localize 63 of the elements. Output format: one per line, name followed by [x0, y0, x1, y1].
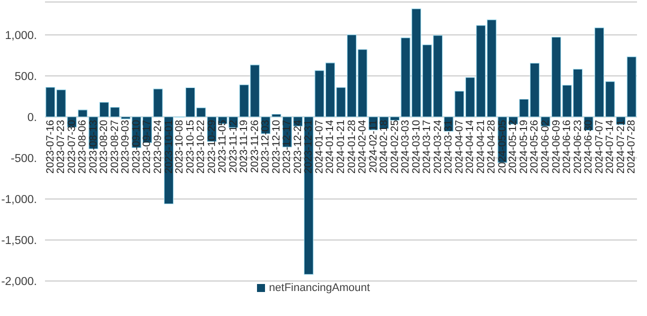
- x-tick-label: 2023-12-24: [292, 120, 304, 174]
- x-tick-label: 2024-01-07: [313, 120, 326, 174]
- x-tick-label: 2024-07-14: [604, 120, 616, 174]
- x-tick-label: 2024-07-07: [593, 120, 606, 174]
- x-tick-label: 2023-11-05: [216, 120, 229, 173]
- x-tick-label: 2024-06-23: [572, 120, 584, 174]
- x-tick-label: 2024-04-07: [453, 120, 466, 174]
- x-tick-label: 2023-10-08: [174, 120, 186, 174]
- x-tick-label: 2023-10-01: [162, 120, 175, 174]
- x-tick-label: 2023-08-06: [76, 120, 89, 174]
- x-tick-label: 2024-04-21: [474, 120, 487, 174]
- x-tick-label: 2024-01-21: [335, 120, 347, 174]
- x-tick-label: 2024-07-21: [614, 120, 627, 174]
- x-tick-label: 2023-11-12: [227, 120, 240, 173]
- y-tick-label: 1,000.: [5, 30, 37, 42]
- x-tick-label: 2024-06-09: [550, 120, 562, 174]
- x-tick-label: 2023-11-26: [248, 120, 261, 173]
- x-tick-label: 2024-01-14: [324, 120, 336, 174]
- x-tick-label: 2024-04-14: [464, 120, 476, 174]
- x-tick-label: 2024-05-26: [528, 120, 541, 174]
- x-tick-label: 2023-09-17: [141, 120, 154, 174]
- x-tick-label: 2023-07-23: [55, 120, 68, 174]
- x-tick-label: 2023-12-31: [302, 120, 315, 174]
- x-tick-label: 2023-12-10: [270, 120, 282, 174]
- x-tick-label: 2023-10-29: [206, 120, 218, 174]
- x-tick-label: 2023-08-20: [98, 120, 110, 174]
- y-tick-label: 500.: [14, 70, 37, 83]
- x-tick-label: 2024-02-11: [367, 120, 380, 173]
- x-tick-label: 2023-08-27: [108, 120, 121, 174]
- x-tick-label: 2023-07-16: [44, 120, 56, 174]
- x-tick-label: 2024-06-30: [582, 120, 595, 174]
- y-tick-label: 0.: [27, 112, 37, 124]
- x-tick-label: 2024-05-19: [518, 120, 530, 174]
- x-tick-label: 2024-03-17: [421, 120, 434, 174]
- y-tick-label: -500.: [10, 152, 37, 165]
- x-tick-label: 2024-02-25: [388, 120, 401, 174]
- x-tick-label: 2024-02-04: [356, 120, 369, 174]
- x-tick-label: 2023-09-24: [152, 120, 164, 174]
- x-tick-label: 2024-06-16: [561, 120, 574, 174]
- x-tick-label: 2023-09-10: [130, 120, 142, 174]
- x-tick-label: 2023-08-13: [87, 120, 100, 174]
- x-tick-label: 2024-03-24: [432, 120, 444, 174]
- x-tick-label: 2024-06-02: [540, 120, 552, 174]
- x-tick-label: 2024-05-05: [496, 120, 508, 174]
- x-tick-label: 2023-10-22: [195, 120, 208, 174]
- x-tick-label: 2024-03-31: [442, 120, 455, 174]
- x-tick-label: 2024-05-12: [507, 120, 520, 174]
- x-tick-label: 2023-12-17: [281, 120, 294, 174]
- x-tick-label: 2024-03-10: [410, 120, 422, 174]
- x-tick-label: 2023-09-03: [120, 120, 132, 174]
- x-tick-label: 2023-07-30: [66, 120, 78, 174]
- y-tick-label: -1,000.: [1, 194, 37, 206]
- x-tick-label: 2024-07-28: [626, 120, 638, 174]
- x-tick-label: 2024-01-28: [346, 120, 358, 174]
- x-tick-label: 2023-12-03: [260, 120, 272, 174]
- x-tick-label: 2024-04-28: [486, 120, 498, 174]
- x-tick-label: 2024-03-03: [400, 120, 412, 174]
- x-tick-label: 2024-02-18: [378, 120, 390, 174]
- x-tick-label: 2023-10-15: [184, 120, 196, 174]
- y-tick-label: -1,500.: [1, 235, 37, 248]
- x-tick-label: 2023-11-19: [238, 120, 250, 173]
- y-tick-label: -2,000.: [1, 276, 37, 288]
- legend-label: netFinancingAmount: [269, 282, 370, 294]
